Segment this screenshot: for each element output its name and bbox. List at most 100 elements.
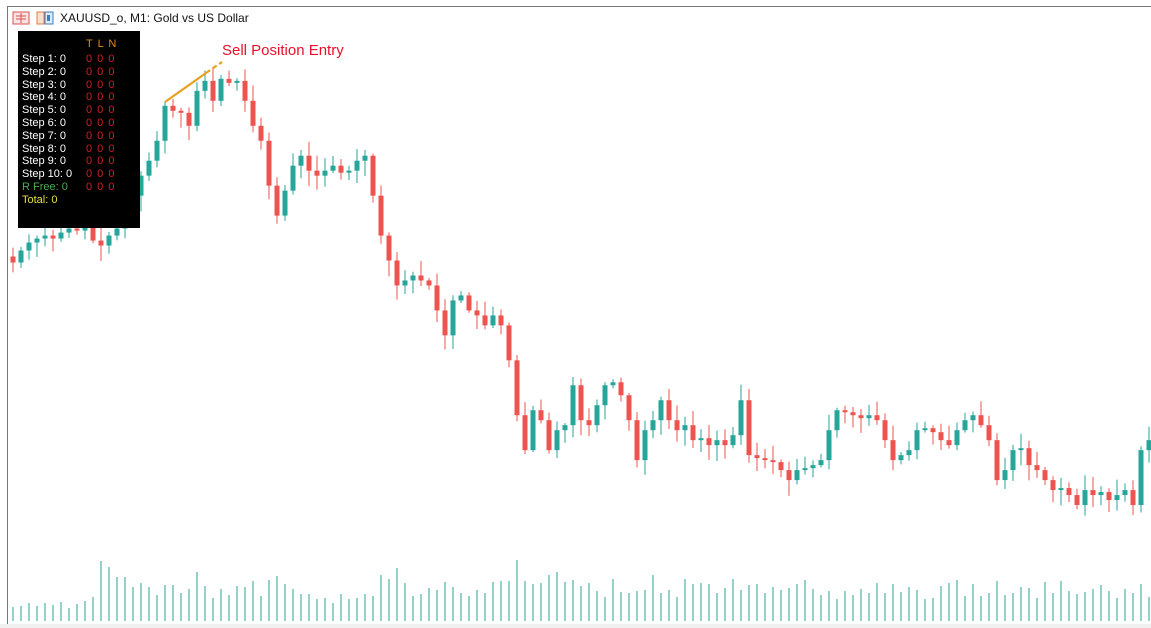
bear-candle	[506, 325, 512, 361]
panel-row: Step 5: 0 0 0 0	[22, 104, 115, 117]
bear-candle	[1074, 495, 1080, 506]
bear-candle	[986, 425, 992, 441]
bull-candle	[562, 425, 568, 431]
bull-candle	[282, 190, 288, 216]
bear-candle	[626, 395, 632, 421]
bull-candle	[162, 105, 168, 141]
bull-candle	[954, 430, 960, 446]
bear-candle	[666, 400, 672, 421]
bear-candle	[370, 155, 376, 196]
bull-candle	[346, 170, 352, 173]
bull-candle	[354, 160, 360, 171]
bull-candle	[1098, 492, 1104, 496]
bear-candle	[426, 280, 432, 286]
bear-candle	[786, 470, 792, 481]
bull-candle	[834, 410, 840, 431]
bull-candle	[602, 385, 608, 406]
bull-candle	[18, 250, 24, 263]
bull-candle	[570, 385, 576, 426]
bear-candle	[210, 80, 216, 101]
sell-entry-line	[164, 61, 223, 103]
bear-candle	[442, 310, 448, 336]
bear-candle	[266, 140, 272, 186]
bear-candle	[978, 415, 984, 426]
bear-candle	[946, 440, 952, 446]
bear-candle	[770, 460, 776, 463]
step-value: 0 0 0	[86, 104, 116, 117]
bull-candle	[202, 80, 208, 91]
bear-candle	[242, 80, 248, 101]
panel-row-total: Total: 0	[22, 194, 115, 207]
chart-title-bar: XAUUSD_o, M1: Gold vs US Dollar	[12, 10, 249, 26]
bull-candle	[290, 165, 296, 191]
bear-candle	[274, 185, 280, 216]
bear-candle	[1130, 490, 1136, 506]
bear-candle	[394, 260, 400, 286]
panel-row: Step 8: 0 0 0 0	[22, 143, 115, 156]
bull-candle	[1058, 488, 1064, 491]
step-label: Step 8: 0	[22, 142, 67, 155]
bull-candle	[810, 465, 816, 469]
step-label: Step 2: 0	[22, 65, 67, 78]
bear-candle	[538, 410, 544, 421]
bull-candle	[194, 90, 200, 126]
bear-candle	[498, 315, 504, 326]
chart-list-icon[interactable]	[12, 11, 30, 25]
bear-candle	[10, 256, 16, 263]
bear-candle	[170, 105, 176, 111]
bull-candle	[1122, 490, 1128, 496]
step-label: Step 9: 0	[22, 155, 67, 168]
bear-candle	[674, 420, 680, 431]
panel-rows: Step 1: 0 0 0 0 Step 2: 0 0 0 0 Step 3: 0 0…	[22, 53, 115, 207]
bull-candle	[1114, 495, 1120, 501]
chart-window-icon[interactable]	[36, 11, 54, 25]
rfree-value: 0 0 0	[86, 180, 116, 193]
bull-candle	[818, 460, 824, 466]
bull-candle	[66, 228, 72, 233]
sell-entry-dashed	[205, 61, 223, 74]
bull-candle	[906, 450, 912, 456]
bear-candle	[746, 400, 752, 456]
candles	[10, 68, 1151, 516]
panel-row: Step 1: 0 0 0 0	[22, 53, 115, 66]
bull-candle	[714, 440, 720, 446]
chart-title: XAUUSD_o, M1: Gold vs US Dollar	[60, 11, 249, 25]
step-value: 0 0 0	[86, 53, 116, 65]
bear-candle	[378, 195, 384, 236]
bear-candle	[226, 78, 232, 83]
bull-candle	[322, 170, 328, 176]
panel-row: Step 4: 0 0 0 0	[22, 91, 115, 104]
bear-candle	[474, 310, 480, 316]
bull-candle	[114, 228, 120, 236]
panel-row: Step 2: 0 0 0 0	[22, 66, 115, 79]
bear-candle	[98, 240, 104, 246]
bull-candle	[26, 242, 32, 251]
bull-candle	[402, 280, 408, 286]
status-strip	[0, 624, 1151, 628]
bear-candle	[186, 112, 192, 126]
bear-candle	[74, 228, 80, 231]
bull-candle	[922, 428, 928, 431]
bull-candle	[218, 78, 224, 101]
panel-row: Step 10: 0 0 0 0	[22, 168, 115, 181]
step-value: 0 0 0	[86, 168, 116, 181]
bear-candle	[634, 420, 640, 461]
bear-candle	[938, 432, 944, 441]
bear-candle	[1042, 470, 1048, 481]
bull-candle	[330, 165, 336, 171]
bear-candle	[1050, 480, 1056, 491]
bear-candle	[50, 235, 56, 239]
bear-candle	[434, 285, 440, 311]
bear-candle	[314, 170, 320, 176]
bear-candle	[338, 165, 344, 173]
bear-candle	[850, 412, 856, 416]
bear-candle	[1090, 490, 1096, 496]
volume-bars	[12, 560, 1150, 621]
bull-candle	[458, 295, 464, 301]
bear-candle	[90, 225, 96, 241]
bull-candle	[1002, 470, 1008, 481]
bull-candle	[138, 175, 144, 196]
bear-candle	[722, 440, 728, 446]
bull-candle	[450, 300, 456, 336]
